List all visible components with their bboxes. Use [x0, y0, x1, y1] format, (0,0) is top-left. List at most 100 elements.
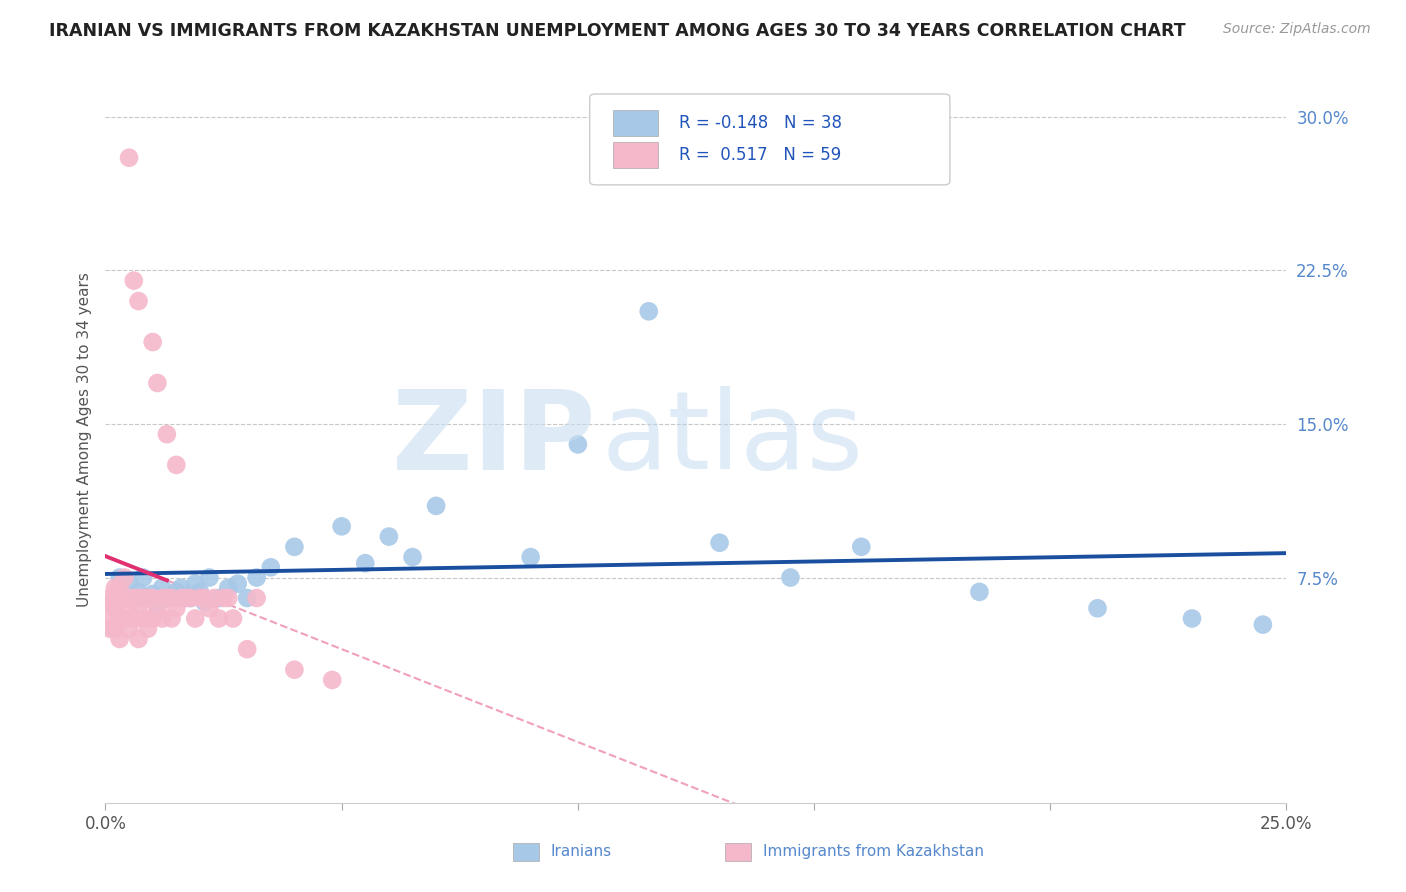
Point — [118, 622, 141, 636]
Point — [136, 591, 159, 605]
Point — [98, 611, 121, 625]
FancyBboxPatch shape — [613, 142, 658, 169]
Point — [851, 540, 873, 554]
Point — [122, 591, 145, 605]
Point — [174, 591, 197, 605]
Point — [170, 591, 193, 605]
Point — [104, 601, 127, 615]
Text: ZIP: ZIP — [392, 386, 596, 492]
Point — [212, 591, 235, 605]
FancyBboxPatch shape — [725, 843, 751, 861]
Point — [567, 437, 589, 451]
FancyBboxPatch shape — [513, 843, 538, 861]
Point — [150, 591, 173, 605]
Point — [156, 427, 179, 442]
Point — [283, 540, 305, 554]
Point — [98, 597, 121, 611]
Point — [132, 570, 155, 584]
Point — [128, 585, 150, 599]
FancyBboxPatch shape — [589, 94, 950, 185]
Point — [118, 601, 141, 615]
Point — [112, 570, 135, 584]
Point — [202, 591, 225, 605]
Point — [122, 274, 145, 288]
Point — [637, 304, 659, 318]
Point — [217, 581, 239, 595]
Point — [136, 591, 159, 605]
Point — [108, 570, 131, 584]
Point — [709, 535, 731, 549]
Point — [142, 591, 165, 605]
Point — [222, 611, 245, 625]
Point — [165, 585, 187, 599]
FancyBboxPatch shape — [613, 110, 658, 136]
Text: Immigrants from Kazakhstan: Immigrants from Kazakhstan — [763, 844, 984, 859]
Point — [98, 591, 121, 605]
Point — [146, 376, 169, 390]
Text: IRANIAN VS IMMIGRANTS FROM KAZAKHSTAN UNEMPLOYMENT AMONG AGES 30 TO 34 YEARS COR: IRANIAN VS IMMIGRANTS FROM KAZAKHSTAN UN… — [49, 22, 1185, 40]
Point — [1251, 617, 1274, 632]
Point — [184, 611, 207, 625]
Point — [146, 597, 169, 611]
Point — [1181, 611, 1204, 625]
Point — [236, 591, 259, 605]
Point — [226, 576, 249, 591]
Point — [108, 632, 131, 646]
Point — [98, 622, 121, 636]
Point — [194, 591, 217, 605]
Point — [165, 601, 187, 615]
Point — [1087, 601, 1109, 615]
Point — [208, 611, 231, 625]
Point — [188, 591, 211, 605]
Point — [104, 622, 127, 636]
Point — [330, 519, 353, 533]
Point — [246, 591, 269, 605]
Point — [165, 458, 187, 472]
Text: atlas: atlas — [602, 386, 863, 492]
Point — [354, 556, 377, 570]
Point — [378, 530, 401, 544]
Point — [156, 591, 179, 605]
Point — [156, 591, 179, 605]
Point — [112, 591, 135, 605]
Point — [160, 611, 183, 625]
Point — [160, 591, 183, 605]
Y-axis label: Unemployment Among Ages 30 to 34 years: Unemployment Among Ages 30 to 34 years — [76, 272, 91, 607]
Point — [179, 591, 201, 605]
Point — [198, 570, 221, 584]
Point — [108, 591, 131, 605]
Point — [118, 591, 141, 605]
Point — [128, 591, 150, 605]
Point — [104, 581, 127, 595]
Point — [128, 601, 150, 615]
Point — [779, 570, 801, 584]
Point — [146, 601, 169, 615]
Point — [321, 673, 343, 687]
Text: R = -0.148   N = 38: R = -0.148 N = 38 — [679, 114, 842, 132]
Point — [104, 591, 127, 605]
Point — [170, 581, 193, 595]
Point — [132, 611, 155, 625]
Point — [519, 550, 541, 565]
Point — [128, 632, 150, 646]
Point — [969, 585, 991, 599]
Point — [150, 581, 173, 595]
Point — [260, 560, 283, 574]
Point — [198, 601, 221, 615]
Point — [108, 581, 131, 595]
Point — [142, 587, 165, 601]
Point — [401, 550, 423, 565]
Point — [142, 611, 165, 625]
Point — [217, 591, 239, 605]
Text: Source: ZipAtlas.com: Source: ZipAtlas.com — [1223, 22, 1371, 37]
Text: Iranians: Iranians — [551, 844, 612, 859]
Point — [236, 642, 259, 657]
Point — [142, 334, 165, 349]
Point — [194, 595, 217, 609]
Point — [136, 622, 159, 636]
Point — [283, 663, 305, 677]
Point — [150, 611, 173, 625]
Text: R =  0.517   N = 59: R = 0.517 N = 59 — [679, 146, 842, 164]
Point — [184, 576, 207, 591]
Point — [132, 591, 155, 605]
